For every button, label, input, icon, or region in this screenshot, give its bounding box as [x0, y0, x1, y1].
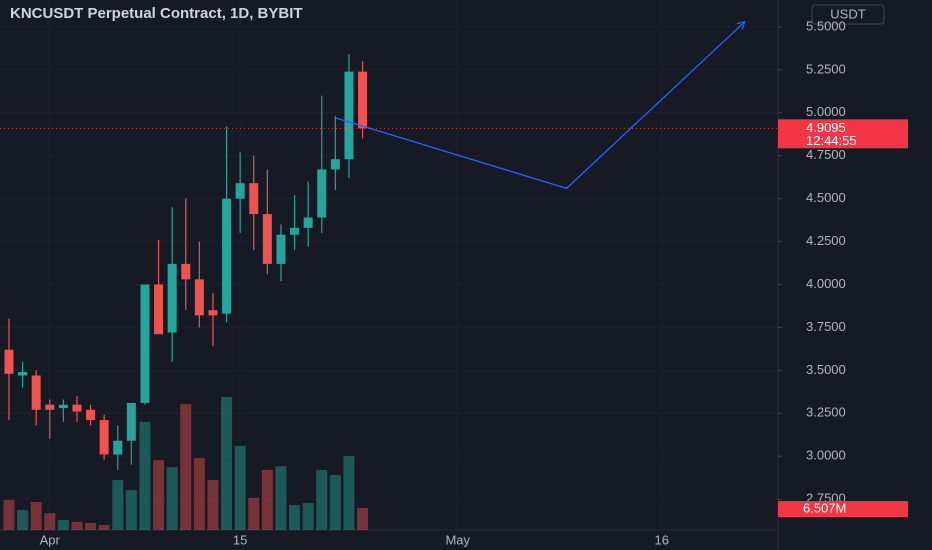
volume-bar — [85, 522, 97, 530]
x-tick-label: May — [445, 532, 470, 547]
y-tick-label: 4.2500 — [806, 233, 846, 248]
volume-bar — [193, 458, 205, 530]
volume-bar — [180, 404, 192, 530]
candle-body — [140, 284, 150, 403]
volume-bar — [139, 421, 151, 530]
volume-bar — [112, 480, 124, 530]
volume-bar — [221, 396, 233, 530]
volume-layer — [3, 396, 369, 530]
candle-layer — [4, 54, 368, 470]
candle-body — [99, 420, 109, 455]
volume-bar — [57, 519, 69, 530]
volume-bar — [98, 524, 110, 530]
y-tick-label: 3.5000 — [806, 362, 846, 377]
volume-bar — [166, 467, 178, 530]
candle-body — [126, 402, 136, 441]
candle-body — [4, 349, 14, 374]
candle-body — [235, 183, 245, 199]
volume-label: 6.507M — [803, 500, 846, 515]
volume-bar — [302, 502, 314, 530]
volume-bar — [153, 460, 165, 530]
volume-bar — [275, 466, 287, 530]
y-tick-label: 4.7500 — [806, 147, 846, 162]
volume-bar — [44, 513, 56, 530]
volume-badge — [778, 501, 908, 518]
countdown-label: 12:44:55 — [806, 133, 857, 148]
volume-bar — [316, 469, 328, 530]
candle-body — [358, 71, 368, 129]
y-tick-label: 3.0000 — [806, 448, 846, 463]
candle-body — [330, 159, 340, 170]
volume-bar — [357, 508, 369, 530]
y-tick-label: 4.5000 — [806, 190, 846, 205]
candle-body — [317, 169, 327, 218]
volume-bar — [30, 501, 42, 530]
arrow-head — [736, 20, 746, 30]
volume-bar — [234, 445, 246, 530]
y-tick-label: 3.7500 — [806, 319, 846, 334]
candle-body — [45, 404, 55, 410]
y-tick-label: 5.0000 — [806, 104, 846, 119]
volume-bar — [343, 456, 355, 530]
candle-body — [222, 198, 232, 314]
last-price-label: 4.9095 — [806, 120, 846, 135]
candle-body — [167, 263, 177, 333]
x-tick-label: Apr — [40, 532, 61, 547]
volume-bar — [3, 499, 15, 530]
candle-body — [249, 183, 259, 215]
candle-body — [208, 310, 218, 316]
grid — [778, 26, 782, 500]
currency-box[interactable] — [811, 4, 885, 25]
candle-body — [290, 227, 300, 235]
volume-bar — [71, 521, 83, 530]
candle-body — [344, 71, 354, 160]
candle-body — [113, 440, 123, 455]
volume-bar — [289, 505, 301, 530]
candle-body — [303, 217, 313, 228]
candle-body — [154, 284, 164, 335]
candle-body — [72, 404, 82, 412]
y-tick-label: 5.2500 — [806, 61, 846, 76]
candle-body — [262, 214, 272, 264]
volume-bar — [261, 469, 273, 530]
volume-bar — [125, 490, 137, 530]
candle-body — [86, 409, 96, 421]
volume-bar — [207, 480, 219, 530]
last-price-badge — [778, 119, 908, 149]
candle-body — [276, 234, 286, 264]
candle-body — [194, 279, 204, 316]
y-tick-label: 4.0000 — [806, 276, 846, 291]
chart-title: KNCUSDT Perpetual Contract, 1D, BYBIT — [10, 5, 303, 22]
currency-label[interactable]: USDT — [830, 6, 865, 21]
x-tick-label: 16 — [654, 532, 668, 547]
volume-bar — [17, 510, 29, 530]
overlay-layer — [0, 20, 778, 190]
candle-body — [58, 404, 68, 409]
candle-body — [31, 375, 41, 410]
trend-drawing — [335, 21, 746, 190]
candle-body — [18, 372, 28, 376]
x-tick-label: 15 — [233, 532, 247, 547]
candle-body — [181, 263, 191, 280]
volume-bar — [248, 497, 260, 530]
y-tick-label: 3.2500 — [806, 405, 846, 420]
y-tick-label: 5.5000 — [806, 18, 846, 33]
volume-bar — [329, 474, 341, 530]
